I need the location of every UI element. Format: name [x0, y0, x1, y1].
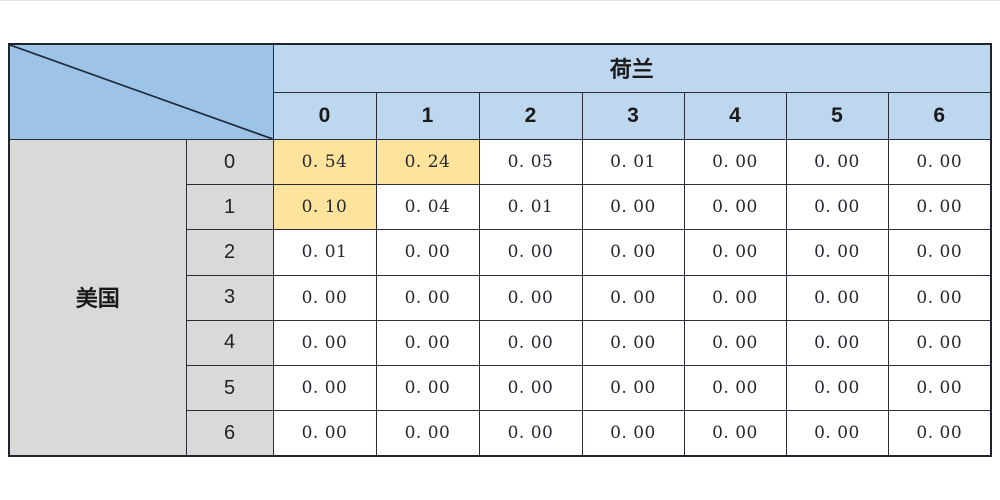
- data-cell: 0. 05: [478, 138, 583, 186]
- table-row: 2 0. 01 0. 00 0. 00 0. 00 0. 00 0. 00 0. 00: [9, 229, 992, 276]
- data-cell: 0. 04: [375, 184, 480, 231]
- table-row: 5 0. 00 0. 00 0. 00 0. 00 0. 00 0. 00 0. 00: [9, 365, 992, 412]
- row-header-6: 6: [185, 410, 274, 457]
- data-cell: 0. 00: [581, 365, 685, 412]
- data-cell: 0. 00: [478, 365, 583, 412]
- data-cell: 0. 00: [887, 184, 992, 231]
- table-row: 美国 0 0. 54 0. 24 0. 05 0. 01 0. 00 0. 00 0. 00: [8, 138, 992, 457]
- data-cell: 0. 00: [683, 365, 787, 412]
- col-group-header: 荷兰: [272, 43, 992, 93]
- col-header-1: 1: [375, 91, 480, 140]
- data-cell: 0. 00: [683, 274, 787, 321]
- data-cell: 0. 54: [272, 138, 377, 186]
- table-row: 3 0. 00 0. 00 0. 00 0. 00 0. 00 0. 00 0. 00: [9, 274, 992, 321]
- data-cell: 0. 00: [683, 410, 787, 457]
- data-cell: 0. 00: [375, 274, 480, 321]
- col-header-6: 6: [887, 91, 992, 140]
- data-cell: 0. 00: [887, 274, 992, 321]
- data-cell: 0. 00: [581, 319, 685, 367]
- data-cell: 0. 00: [581, 274, 685, 321]
- col-header-4: 4: [683, 91, 787, 140]
- data-cell: 0. 00: [785, 229, 889, 276]
- data-cell: 0. 00: [478, 229, 583, 276]
- data-cell: 0. 01: [478, 184, 583, 231]
- data-cell: 0. 00: [581, 229, 685, 276]
- data-cell: 0. 00: [478, 274, 583, 321]
- data-cell: 0. 24: [375, 138, 480, 186]
- col-header-2: 2: [478, 91, 583, 140]
- data-cell: 0. 00: [887, 410, 992, 457]
- data-cell: 0. 00: [581, 184, 685, 231]
- data-cell: 0. 00: [785, 138, 889, 186]
- corner-cell: [8, 43, 274, 140]
- data-cell: 0. 00: [887, 319, 992, 367]
- data-cell: 0. 00: [785, 184, 889, 231]
- table-row: 6 0. 00 0. 00 0. 00 0. 00 0. 00 0. 00 0. 00: [9, 410, 992, 457]
- data-cell: 0. 00: [478, 410, 583, 457]
- data-cell: 0. 00: [272, 319, 377, 367]
- col-header-3: 3: [581, 91, 685, 140]
- data-cell: 0. 00: [581, 410, 685, 457]
- data-cell: 0. 00: [887, 229, 992, 276]
- data-cell: 0. 00: [785, 319, 889, 367]
- data-cell: 0. 01: [581, 138, 685, 186]
- data-cell: 0. 00: [375, 319, 480, 367]
- data-cell: 0. 00: [272, 274, 377, 321]
- row-header-5: 5: [185, 365, 274, 412]
- row-header-3: 3: [185, 274, 274, 321]
- col-header-5: 5: [785, 91, 889, 140]
- data-cell: 0. 00: [375, 365, 480, 412]
- row-header-1: 1: [185, 184, 274, 231]
- probability-table: 荷兰 0 1 2 3 4 5 6 美国 0 0. 54 0. 24 0. 05 0. 01 0. 00 0. …: [8, 43, 993, 457]
- data-cell: 0. 00: [887, 138, 992, 186]
- row-header-0: 0: [185, 138, 274, 186]
- data-cell: 0. 00: [478, 319, 583, 367]
- row-header-4: 4: [185, 319, 274, 367]
- data-cell: 0. 00: [785, 365, 889, 412]
- data-cell: 0. 00: [272, 365, 377, 412]
- diagonal-line: [10, 45, 273, 139]
- data-cell: 0. 10: [272, 184, 377, 231]
- data-cell: 0. 00: [785, 410, 889, 457]
- data-cell: 0. 00: [683, 138, 787, 186]
- data-cell: 0. 00: [683, 184, 787, 231]
- data-cell: 0. 00: [272, 410, 377, 457]
- data-cell: 0. 01: [272, 229, 377, 276]
- table-row: 荷兰: [8, 43, 992, 140]
- data-cell: 0. 00: [375, 229, 480, 276]
- col-header-0: 0: [272, 91, 377, 140]
- top-divider: [0, 0, 1000, 1]
- table-row: 1 0. 10 0. 04 0. 01 0. 00 0. 00 0. 00 0. 00: [9, 184, 992, 231]
- data-cell: 0. 00: [683, 319, 787, 367]
- row-header-2: 2: [185, 229, 274, 276]
- data-cell: 0. 00: [887, 365, 992, 412]
- data-cell: 0. 00: [785, 274, 889, 321]
- data-cell: 0. 00: [683, 229, 787, 276]
- row-group-header: 美国: [8, 138, 187, 457]
- data-cell: 0. 00: [375, 410, 480, 457]
